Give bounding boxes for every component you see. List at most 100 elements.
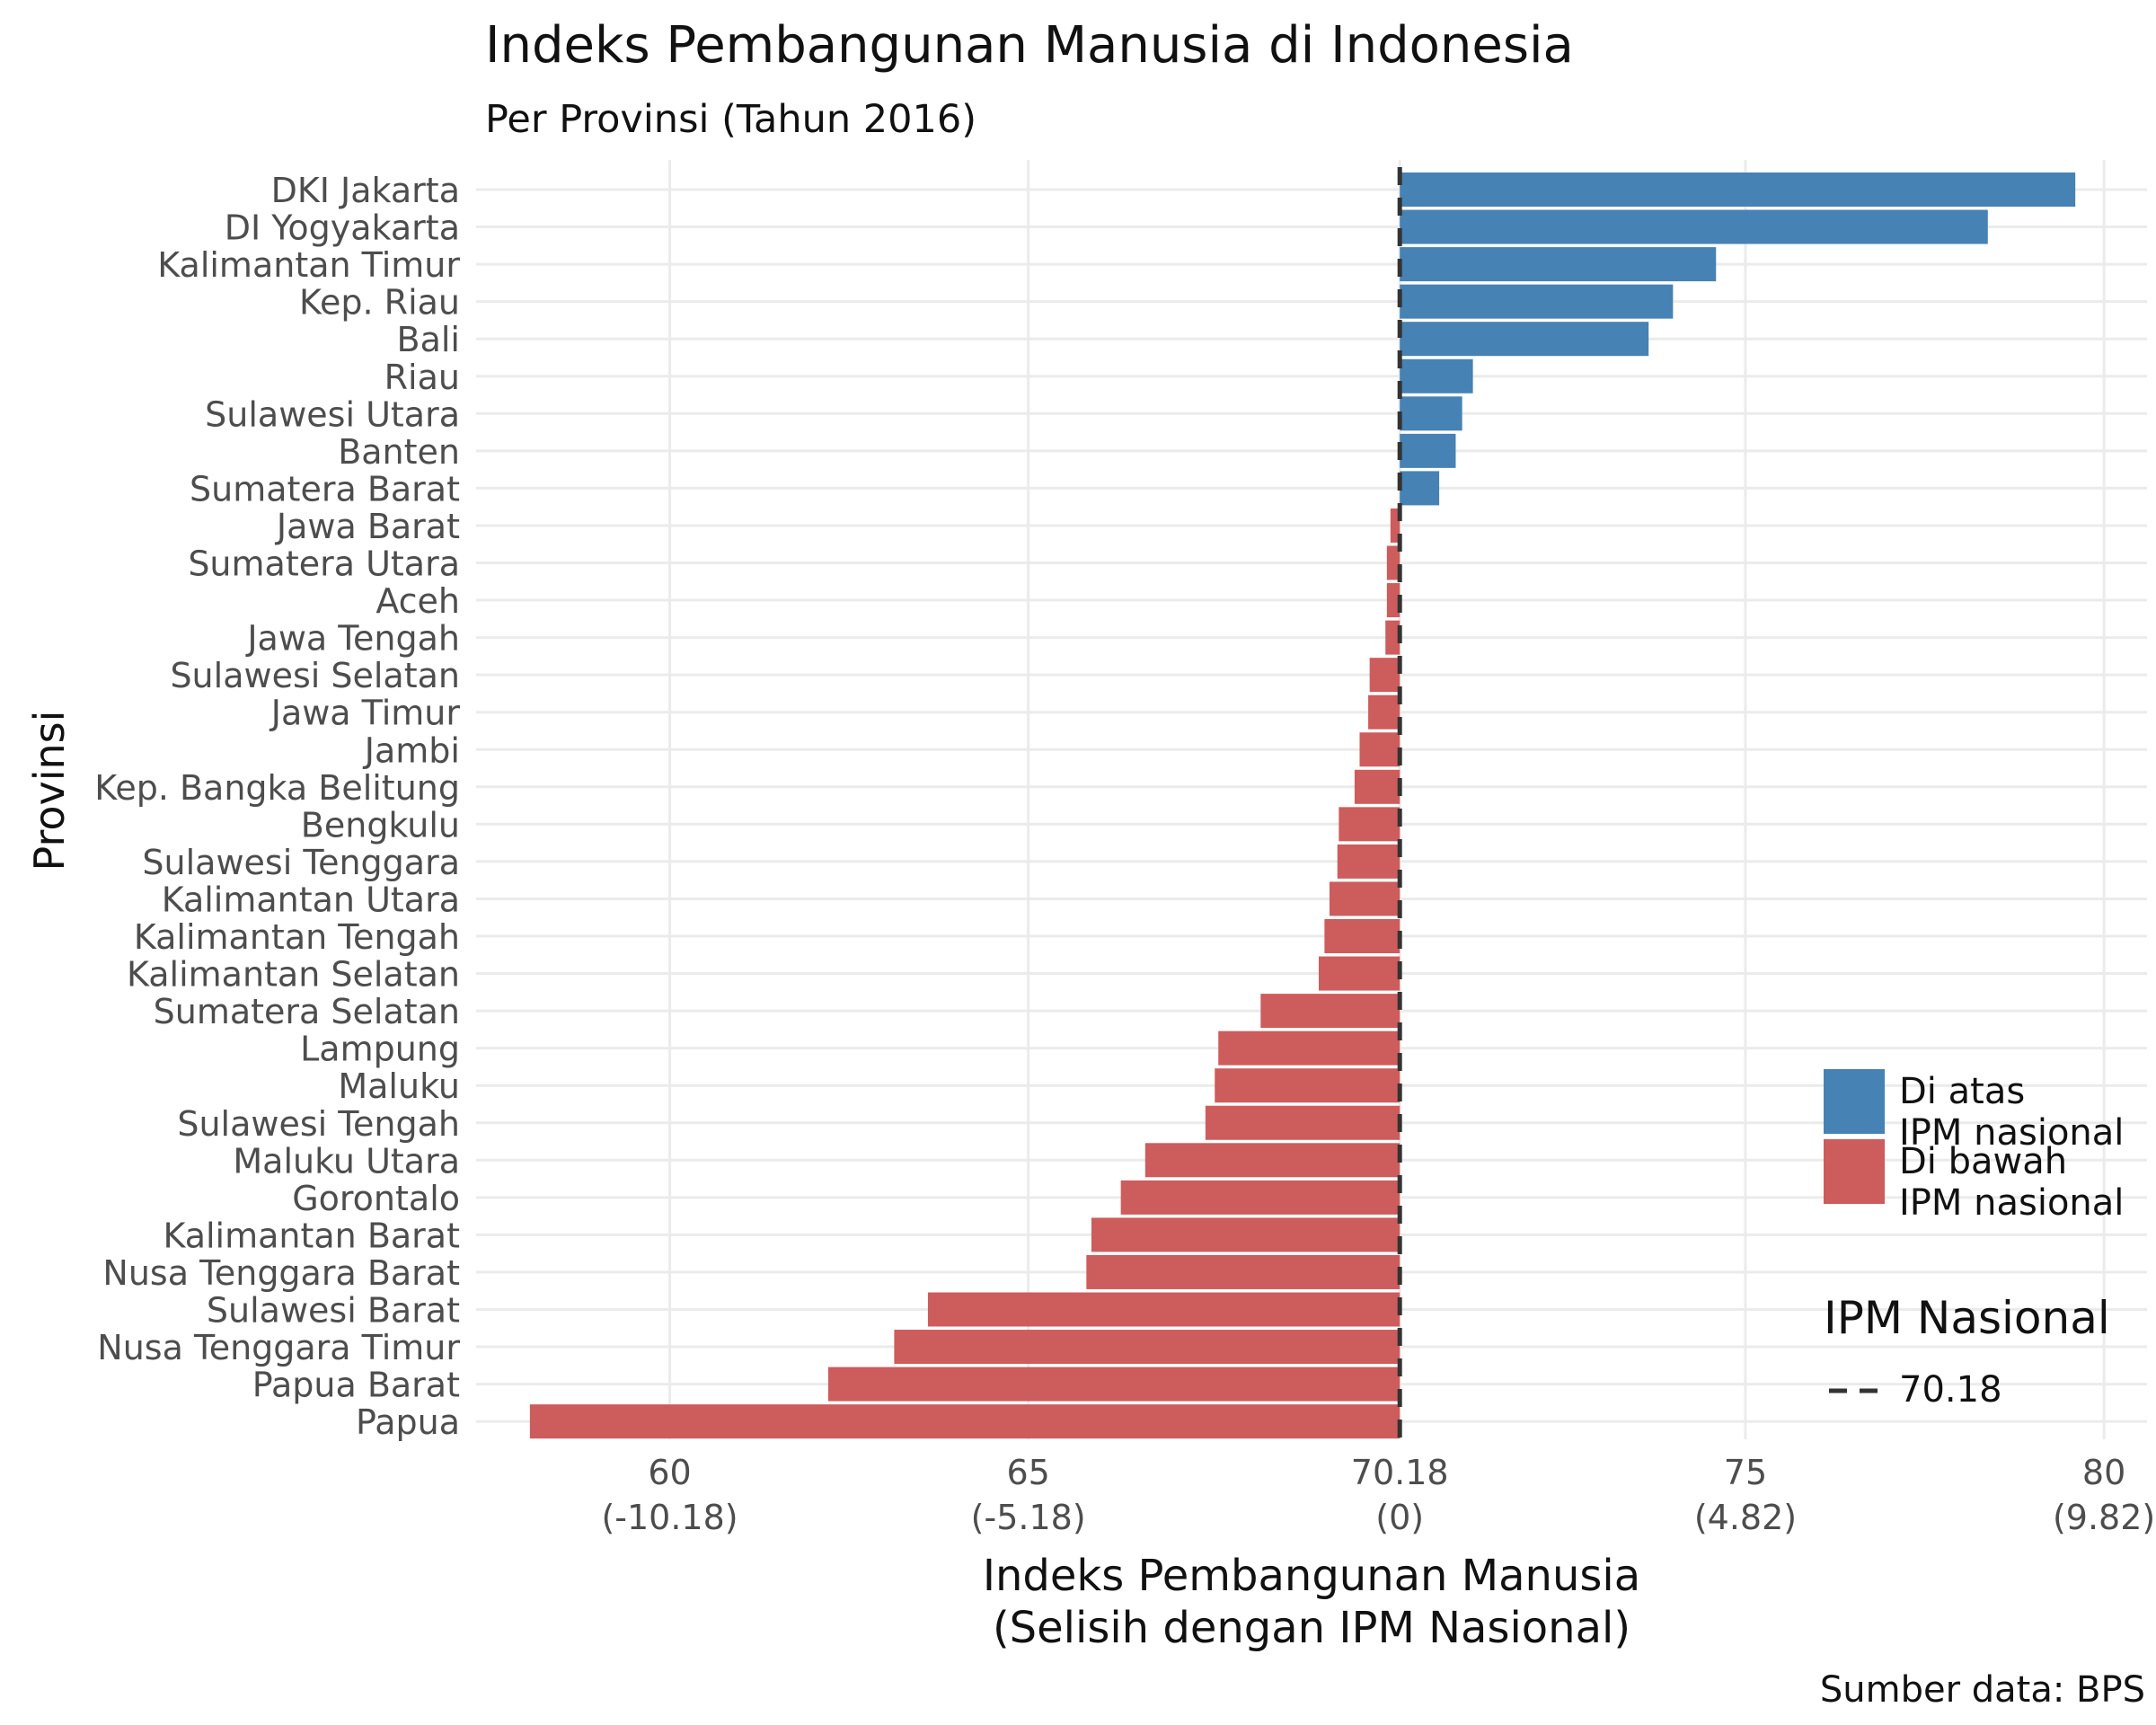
y-tick-label: Sumatera Utara [188,544,460,584]
bar [827,1367,1401,1402]
bar [1215,1068,1401,1103]
y-tick-label: Jawa Tengah [245,619,460,659]
x-tick-label: 60 [648,1453,691,1492]
y-tick-label: DI Yogyakarta [225,208,460,248]
x-axis-title: Indeks Pembangunan Manusia (Selisih deng… [983,1550,1640,1654]
bar [529,1404,1401,1439]
y-tick-label: Bengkulu [301,805,460,845]
bar [1400,172,2076,207]
y-tick-label: Kalimantan Tengah [134,917,460,957]
y-tick-label: Sulawesi Utara [205,394,460,434]
y-tick-label: Maluku [338,1066,460,1106]
legend-label-above-line2: IPM nasional [1899,1112,2125,1154]
bar [1400,284,1674,319]
bar [1369,658,1401,693]
y-tick-label: Sumatera Selatan [154,992,460,1031]
bar [1086,1254,1401,1289]
chart-subtitle: Per Provinsi (Tahun 2016) [485,97,976,142]
bar [1400,396,1462,431]
y-tick-label: Sulawesi Selatan [170,656,460,695]
legend-label-below-line2: IPM nasional [1899,1182,2125,1224]
y-tick-label: Riau [384,358,460,397]
bar [1386,545,1401,580]
bar [1339,807,1401,842]
legend-reference-title: IPM Nasional [1824,1292,2110,1344]
bar [1400,358,1473,394]
chart-title: Indeks Pembangunan Manusia di Indonesia [485,16,1574,75]
bar [1368,694,1401,730]
bar [1400,209,1988,244]
y-tick-label: Kalimantan Selatan [127,955,460,995]
bar [1400,247,1717,282]
y-tick-label: Jambi [363,730,460,770]
bar [1390,508,1401,543]
legend-reference-value: 70.18 [1899,1369,2002,1411]
bar [1385,620,1401,655]
bar [1324,919,1401,953]
bar [1329,881,1401,916]
bar [1400,433,1456,468]
legend-key-above [1824,1069,1885,1134]
x-tick-sublabel: (0) [1375,1498,1424,1537]
source-caption: Sumber data: BPS [1819,1669,2145,1711]
bar [1400,322,1649,357]
y-tick-label: Kalimantan Utara [162,880,460,919]
legend-label-below-line1: Di bawah [1899,1141,2068,1182]
x-tick-label: 75 [1724,1453,1767,1492]
bar [1386,583,1401,618]
y-tick-label: Kep. Bangka Belitung [94,768,460,808]
x-tick-label: 65 [1006,1453,1049,1492]
y-tick-label: Lampung [300,1030,460,1069]
x-tick-sublabel: (9.82) [2053,1498,2155,1537]
y-tick-label: Kalimantan Timur [157,245,460,285]
bar [1144,1143,1401,1178]
bar [1218,1031,1401,1066]
bar [1120,1180,1401,1215]
bar [1091,1217,1401,1252]
y-tick-label: Sulawesi Barat [207,1291,460,1331]
bar [894,1330,1401,1365]
y-tick-label: Papua Barat [252,1366,460,1405]
x-tick-label: 70.18 [1351,1453,1449,1492]
bar [1359,732,1401,767]
bar [1205,1105,1401,1140]
legend-item-above: Di atas IPM nasional [1824,1069,2147,1154]
y-tick-label: Banten [338,432,460,472]
x-tick-sublabel: (4.82) [1694,1498,1797,1537]
y-tick-label: DKI Jakarta [271,171,460,210]
y-tick-label: Kep. Riau [299,283,460,323]
bar [927,1292,1401,1327]
y-tick-label: Jawa Barat [275,507,460,546]
bar [1400,471,1440,506]
y-tick-label: Aceh [376,581,460,621]
y-axis-title: Provinsi [25,710,74,871]
legend-item-below: Di bawah IPM nasional [1824,1139,2147,1224]
bar [1354,769,1401,804]
y-tick-label: Nusa Tenggara Barat [102,1253,460,1293]
bar [1318,956,1401,991]
y-tick-label: Papua [356,1402,460,1442]
y-tick-label: Jawa Timur [270,694,461,733]
legend-reference-dash [1829,1388,1879,1393]
legend-label-below: Di bawah IPM nasional [1899,1141,2124,1224]
y-tick-label: Maluku Utara [233,1141,460,1181]
bar [1337,844,1401,879]
y-tick-label: Kalimantan Barat [163,1216,460,1255]
bar [1260,994,1401,1029]
x-tick-sublabel: (-10.18) [601,1498,738,1537]
y-tick-label: Nusa Tenggara Timur [97,1328,460,1367]
legend-key-below [1824,1139,1885,1204]
y-tick-label: Sulawesi Tengah [177,1104,460,1144]
legend-label-above: Di atas IPM nasional [1899,1071,2124,1154]
x-axis-title-line2: (Selisih dengan IPM Nasional) [992,1603,1631,1653]
y-tick-label: Sumatera Barat [190,469,460,509]
x-tick-label: 80 [2082,1453,2125,1492]
y-tick-label: Bali [397,320,460,359]
legend-label-above-line1: Di atas [1899,1071,2026,1112]
y-tick-label: Gorontalo [292,1179,460,1218]
x-axis-title-line1: Indeks Pembangunan Manusia [982,1551,1641,1601]
x-tick-sublabel: (-5.18) [971,1498,1086,1537]
y-tick-label: Sulawesi Tenggara [142,843,460,882]
